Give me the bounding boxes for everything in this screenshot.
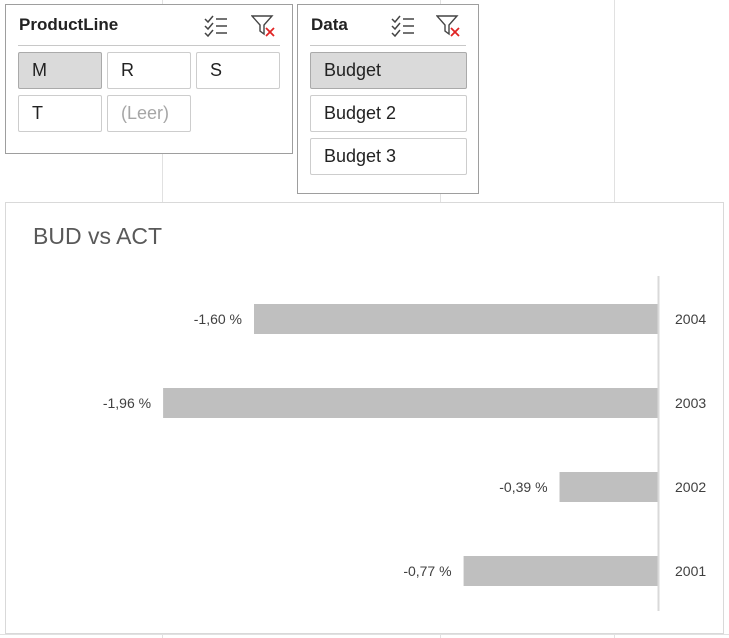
bar-2004[interactable]: [254, 304, 658, 334]
multi-select-icon[interactable]: [203, 14, 229, 38]
category-label-2003: 2003: [675, 395, 706, 411]
bar-2003[interactable]: [163, 388, 658, 418]
data-label-2002: -0,39 %: [499, 479, 547, 495]
sheet-gridline: [0, 634, 729, 635]
data-label-2003: -1,96 %: [103, 395, 151, 411]
slicer-item-budget-3[interactable]: Budget 3: [310, 138, 467, 175]
productline-slicer: ProductLine M R S T (Leer): [5, 4, 293, 154]
slicer-title: ProductLine: [19, 15, 119, 34]
category-label-2004: 2004: [675, 311, 706, 327]
slicer-item-leer[interactable]: (Leer): [107, 95, 191, 132]
slicer-header: Data: [310, 5, 466, 46]
slicer-title: Data: [311, 15, 348, 34]
chart-title: BUD vs ACT: [33, 223, 163, 249]
data-slicer: Data Budget Budget 2 Budget 3: [297, 4, 479, 194]
clear-filter-icon[interactable]: [436, 14, 462, 38]
slicer-header: ProductLine: [18, 5, 280, 46]
clear-filter-icon[interactable]: [251, 14, 277, 38]
data-label-2001: -0,77 %: [403, 563, 451, 579]
bar-2002[interactable]: [559, 472, 658, 502]
bud-vs-act-chart[interactable]: BUD vs ACT -1,60 % 2004 -1,96 % 2003 -0,39 %…: [5, 202, 724, 634]
chart-plot-area: -1,60 % 2004 -1,96 % 2003 -0,39 % 2002 -0,77 %…: [103, 276, 706, 611]
category-label-2002: 2002: [675, 479, 706, 495]
slicer-item-m[interactable]: M: [18, 52, 102, 89]
slicer-item-budget[interactable]: Budget: [310, 52, 467, 89]
slicer-item-t[interactable]: T: [18, 95, 102, 132]
category-label-2001: 2001: [675, 563, 706, 579]
data-label-2004: -1,60 %: [194, 311, 242, 327]
multi-select-icon[interactable]: [390, 14, 416, 38]
bar-2001[interactable]: [463, 556, 658, 586]
slicer-item-budget-2[interactable]: Budget 2: [310, 95, 467, 132]
slicer-item-r[interactable]: R: [107, 52, 191, 89]
slicer-item-s[interactable]: S: [196, 52, 280, 89]
